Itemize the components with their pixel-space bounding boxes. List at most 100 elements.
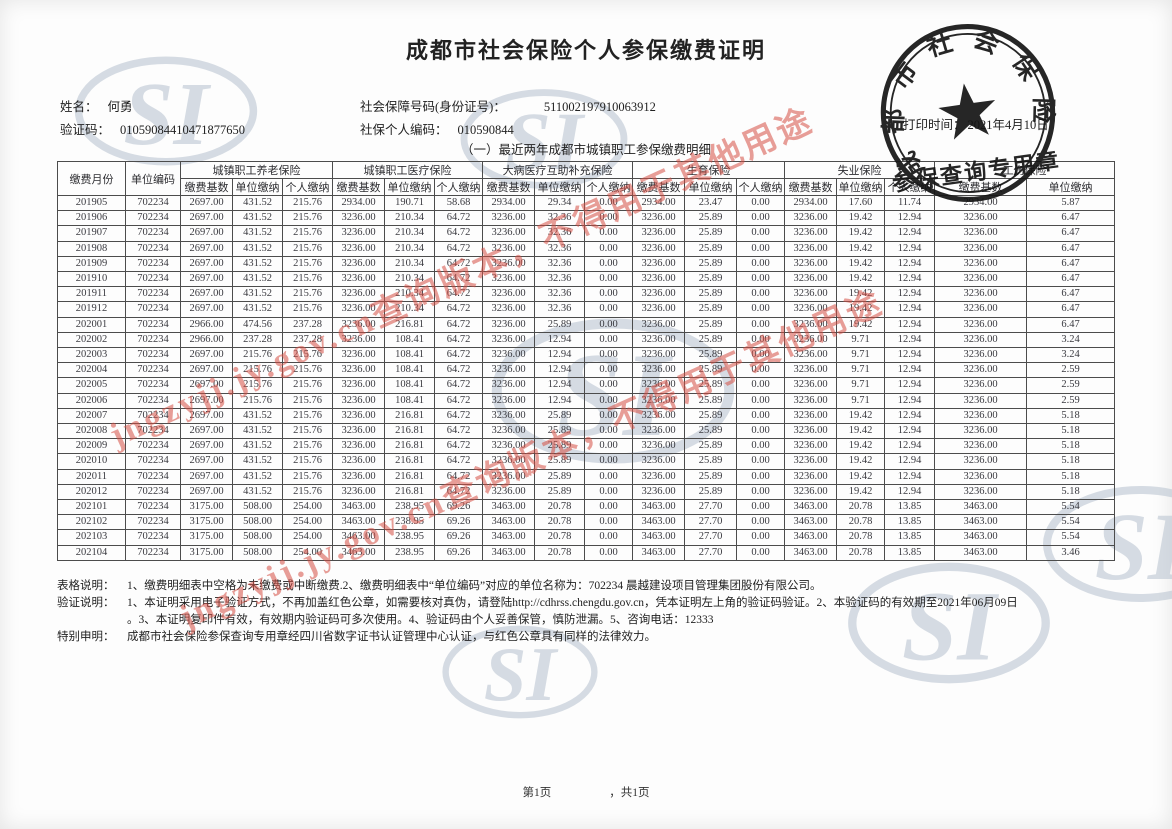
table-cell: 2697.00 <box>180 286 233 303</box>
table-cell: 32.36 <box>534 271 586 288</box>
print-time-label: 打印时间： <box>903 118 966 132</box>
table-cell: 2934.00 <box>332 194 386 212</box>
table-cell: 3236.00 <box>784 423 838 440</box>
table-cell: 2697.00 <box>180 377 233 394</box>
table-cell: 2.59 <box>1026 377 1116 394</box>
table-cell: 0.00 <box>736 286 786 303</box>
table-cell: 64.72 <box>434 240 484 257</box>
table-cell: 202001 <box>57 316 126 333</box>
table-cell: 201912 <box>57 301 126 318</box>
table-cell: 190.71 <box>384 194 436 212</box>
table-cell: 25.89 <box>684 377 738 394</box>
table-cell: 3463.00 <box>332 514 386 531</box>
table-cell: 64.72 <box>434 483 484 501</box>
pagination: 第1页 ，共1页 <box>0 784 1172 800</box>
table-cell: 702234 <box>125 210 181 227</box>
table-cell: 201906 <box>57 210 126 227</box>
table-cell: 702234 <box>125 347 181 364</box>
table-cell: 20.78 <box>836 529 886 546</box>
table-cell: 3236.00 <box>482 377 536 394</box>
table-cell: 64.72 <box>434 316 484 333</box>
table-cell: 3236.00 <box>632 423 686 440</box>
table-cell: 3236.00 <box>632 301 686 318</box>
table-cell: 3236.00 <box>332 316 386 333</box>
table-cell: 3463.00 <box>332 544 386 561</box>
table-cell: 237.28 <box>281 316 334 333</box>
table-cell: 3236.00 <box>784 347 838 364</box>
table-cell: 5.87 <box>1026 194 1116 212</box>
column-header: 单位缴纳 <box>384 178 436 196</box>
table-cell: 0.00 <box>584 438 634 455</box>
table-cell: 25.89 <box>684 255 738 273</box>
table-cell: 3463.00 <box>332 499 386 516</box>
table-cell: 3463.00 <box>934 529 1028 546</box>
note-line: 验证说明： 1、本证明采用电子验证方式，不再加盖红色公章，如需要核对真伪，请登陆h… <box>57 595 1167 612</box>
table-cell: 69.26 <box>434 544 484 561</box>
table-cell: 12.94 <box>884 286 936 303</box>
table-row: 201908 702234 2697.00 431.52 215.76 3236.00 21… <box>57 240 1116 257</box>
table-cell: 3236.00 <box>632 453 686 470</box>
note-line: 表格说明： 1、缴费明细表中空格为未缴费或中断缴费.2、缴费明细表中“单位编码”对… <box>57 578 1167 595</box>
table-cell: 0.00 <box>584 316 634 333</box>
table-cell: 0.00 <box>584 529 634 546</box>
table-cell: 2697.00 <box>180 483 233 501</box>
table-cell: 19.42 <box>836 225 886 242</box>
table-cell: 431.52 <box>232 407 283 425</box>
print-time-field: 打印时间： 2021年4月10日 <box>903 114 1049 133</box>
table-cell: 431.52 <box>232 240 283 257</box>
table-cell: 3236.00 <box>934 483 1028 501</box>
column-header: 缴费基数 <box>482 178 536 196</box>
table-cell: 215.76 <box>281 483 334 501</box>
table-cell: 0.00 <box>584 331 634 349</box>
table-cell: 702234 <box>125 331 181 349</box>
verify-code-field: 验证码： 01059084410471877650 <box>60 119 245 138</box>
table-cell: 32.36 <box>534 225 586 242</box>
table-cell: 6.47 <box>1026 301 1116 318</box>
table-cell: 202008 <box>57 423 126 440</box>
table-cell: 702234 <box>125 225 181 242</box>
table-cell: 25.89 <box>684 423 738 440</box>
table-cell: 3236.00 <box>332 255 386 273</box>
table-cell: 64.72 <box>434 210 484 227</box>
table-cell: 12.94 <box>884 438 936 455</box>
table-cell: 3236.00 <box>632 225 686 242</box>
table-cell: 64.72 <box>434 407 484 425</box>
table-cell: 12.94 <box>534 392 586 409</box>
table-cell: 3236.00 <box>784 453 838 470</box>
table-cell: 3236.00 <box>934 407 1028 425</box>
note-text: 成都市社会保险参保查询专用章经四川省数字证书认证管理中心认证，与红色公章具有同样… <box>127 631 656 643</box>
table-cell: 27.70 <box>684 514 738 531</box>
table-cell: 0.00 <box>736 362 786 379</box>
table-cell: 3236.00 <box>632 468 686 485</box>
table-cell: 702234 <box>125 316 181 333</box>
note-text: 。3、本证明复印件有效，有效期内验证码可多次使用。4、验证码由个人妥善保管，慎防… <box>127 614 714 626</box>
table-cell: 12.94 <box>884 468 936 485</box>
table-cell: 702234 <box>125 377 181 394</box>
table-cell: 0.00 <box>736 529 786 546</box>
table-cell: 32.36 <box>534 240 586 257</box>
table-cell: 3236.00 <box>332 407 386 425</box>
table-row: 202104 702234 3175.00 508.00 254.00 3463.00 23… <box>57 544 1116 561</box>
table-cell: 19.42 <box>836 240 886 257</box>
table-cell: 3236.00 <box>332 286 386 303</box>
personal-code-label: 社保个人编码： <box>360 123 448 137</box>
table-subtitle: （一）最近两年成都市城镇职工参保缴费明细 <box>460 143 711 157</box>
table-cell: 64.72 <box>434 468 484 485</box>
table-cell: 202002 <box>57 331 126 349</box>
table-cell: 3236.00 <box>784 407 838 425</box>
table-cell: 3236.00 <box>332 362 386 379</box>
table-cell: 202004 <box>57 362 126 379</box>
table-cell: 20.78 <box>836 514 886 531</box>
ssn-label: 社会保障号码(身份证号)： <box>360 100 506 114</box>
table-cell: 2697.00 <box>180 392 233 409</box>
table-cell: 0.00 <box>736 544 786 561</box>
table-cell: 20.78 <box>534 529 586 546</box>
table-cell: 5.54 <box>1026 499 1116 516</box>
table-cell: 32.36 <box>534 286 586 303</box>
table-cell: 20.78 <box>534 544 586 561</box>
print-time-value: 2021年4月10日 <box>967 118 1049 132</box>
table-cell: 12.94 <box>884 483 936 501</box>
table-cell: 215.76 <box>281 453 334 470</box>
table-cell: 238.95 <box>384 544 436 561</box>
